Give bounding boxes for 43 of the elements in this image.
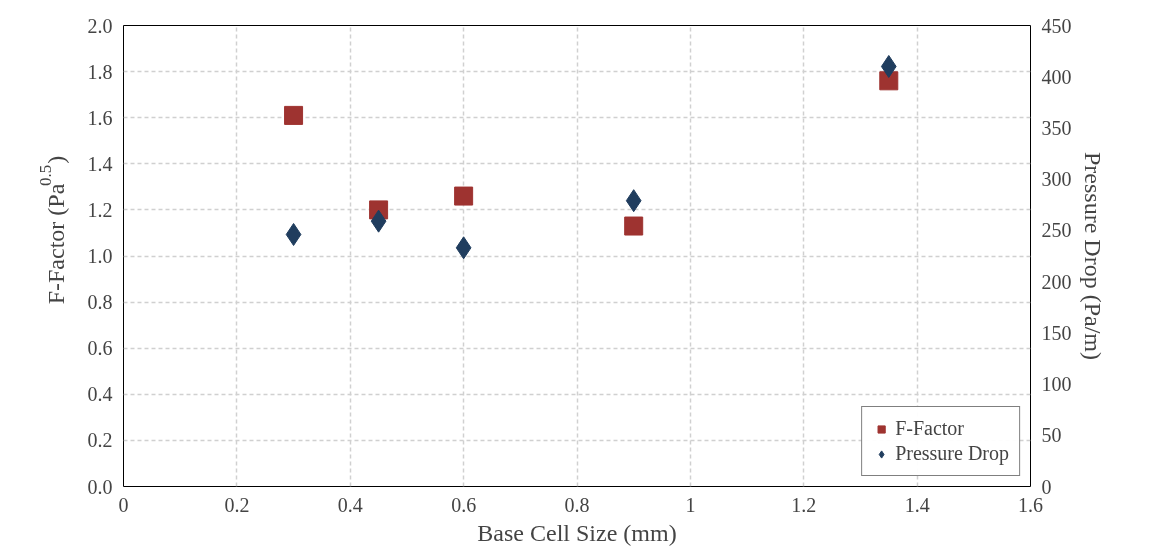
x-tick-label: 1.2 bbox=[791, 493, 817, 516]
point bbox=[454, 186, 474, 206]
y-tick-label: 1.4 bbox=[87, 152, 113, 175]
y2-tick-label: 50 bbox=[1041, 424, 1062, 447]
y2-tick-label: 100 bbox=[1041, 373, 1072, 396]
y-tick-label: 1.6 bbox=[87, 106, 113, 129]
y-tick-label: 2.0 bbox=[87, 14, 113, 37]
y-axis-title: F-Factor (Pa0.5) bbox=[36, 155, 69, 305]
y-tick-label: 1.8 bbox=[87, 60, 113, 83]
y2-tick-label: 400 bbox=[1041, 65, 1072, 88]
legend-label: Pressure Drop bbox=[895, 442, 1009, 465]
y-tick-label: 0.6 bbox=[87, 337, 113, 360]
y-tick-label: 0.2 bbox=[87, 429, 113, 452]
y2-tick-label: 200 bbox=[1041, 270, 1072, 293]
x-axis-title: Base Cell Size (mm) bbox=[477, 519, 677, 546]
y-tick-label: 0.8 bbox=[87, 291, 113, 314]
legend-label: F-Factor bbox=[895, 417, 965, 440]
y2-tick-label: 0 bbox=[1041, 475, 1052, 498]
point bbox=[880, 54, 897, 78]
x-tick-label: 0.4 bbox=[337, 493, 363, 516]
x-tick-label: 0.8 bbox=[564, 493, 590, 516]
y2-tick-label: 250 bbox=[1041, 219, 1072, 242]
x-tick-label: 1.4 bbox=[904, 493, 930, 516]
y-tick-label: 1.2 bbox=[87, 198, 113, 221]
y2-axis-title: Pressure Drop (Pa/m) bbox=[1079, 152, 1106, 360]
y2-tick-label: 350 bbox=[1041, 116, 1072, 139]
y2-tick-label: 300 bbox=[1041, 168, 1072, 191]
point bbox=[625, 189, 642, 213]
point bbox=[284, 105, 304, 125]
x-tick-label: 0.6 bbox=[451, 493, 477, 516]
y2-tick-label: 150 bbox=[1041, 321, 1072, 344]
x-tick-label: 0 bbox=[118, 493, 129, 516]
point bbox=[624, 216, 644, 236]
y-tick-label: 0.4 bbox=[87, 383, 113, 406]
x-tick-label: 1 bbox=[685, 493, 696, 516]
x-tick-label: 1.6 bbox=[1018, 493, 1043, 516]
x-tick-label: 0.2 bbox=[224, 493, 250, 516]
point bbox=[285, 222, 302, 246]
point bbox=[455, 236, 472, 260]
point bbox=[370, 209, 387, 233]
y-tick-label: 0.0 bbox=[87, 475, 113, 498]
y2-tick-label: 450 bbox=[1041, 14, 1072, 37]
y-tick-label: 1.0 bbox=[87, 245, 113, 267]
